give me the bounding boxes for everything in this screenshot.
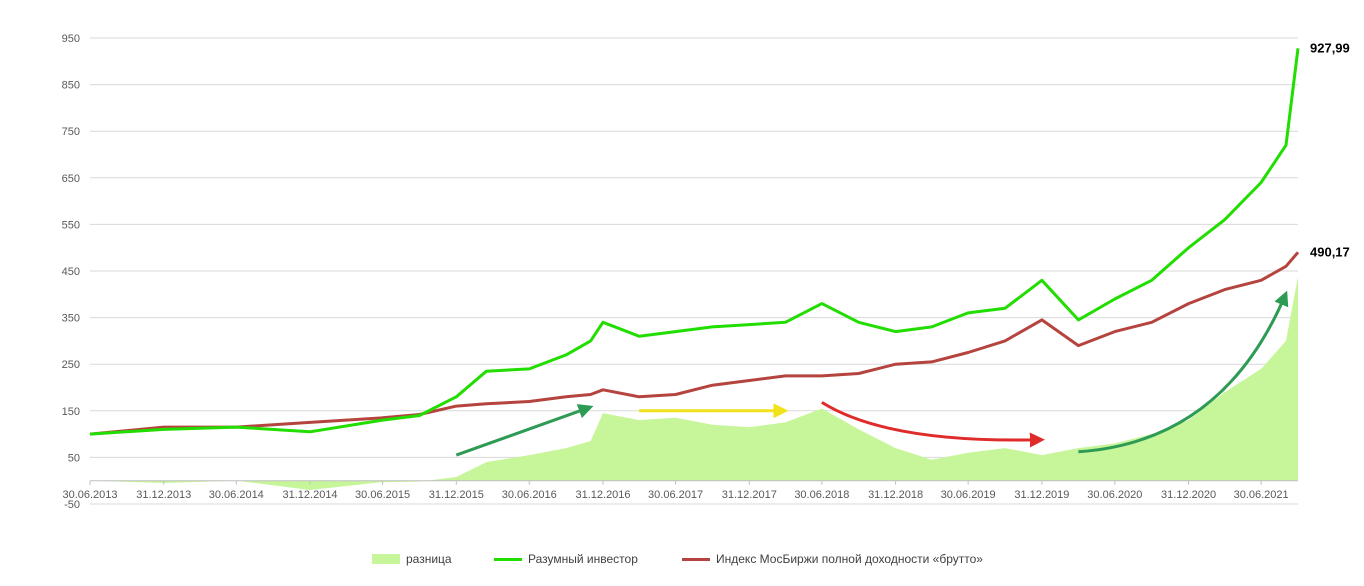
x-tick-label: 31.12.2019 — [1014, 489, 1069, 501]
series-lines — [89, 48, 1300, 436]
x-tick-label: 31.12.2020 — [1161, 489, 1216, 501]
legend-item-difference: разница — [372, 552, 452, 566]
y-tick-label: 950 — [62, 33, 80, 45]
x-tick-label: 30.06.2016 — [502, 489, 557, 501]
index-line — [89, 251, 1300, 436]
index-end-label: 490,17 — [1310, 244, 1350, 259]
x-tick-label: 31.12.2017 — [722, 489, 777, 501]
trend-arrows — [455, 290, 1289, 457]
x-tick-label: 30.06.2017 — [648, 489, 703, 501]
trend-arrow — [821, 401, 1045, 448]
x-tick-label: 31.12.2016 — [575, 489, 630, 501]
y-tick-label: -50 — [64, 499, 80, 511]
x-tick-label: 30.06.2014 — [209, 489, 264, 501]
y-tick-label: 50 — [68, 452, 80, 464]
x-tick-label: 31.12.2015 — [429, 489, 484, 501]
difference-area — [90, 276, 1298, 490]
investor-end-label: 927,99 — [1310, 40, 1350, 55]
end-labels: 927,99 490,17 — [1310, 40, 1350, 259]
difference-area-shape — [90, 276, 1298, 490]
y-tick-label: 850 — [62, 80, 80, 92]
x-tick-label: 30.06.2015 — [355, 489, 410, 501]
x-tick-label: 30.06.2013 — [62, 489, 117, 501]
chart-axes: 95085075065055045035025015050-5030.06.20… — [62, 33, 1298, 511]
legend-label-index: Индекс МосБиржи полной доходности «брутт… — [716, 552, 983, 566]
y-tick-label: 250 — [62, 359, 80, 371]
chart-legend: разница Разумный инвестор Индекс МосБирж… — [0, 552, 1364, 578]
legend-item-index: Индекс МосБиржи полной доходности «брутт… — [682, 552, 983, 566]
x-tick-label: 30.06.2019 — [941, 489, 996, 501]
y-tick-label: 550 — [62, 219, 80, 231]
investor-line — [89, 48, 1300, 436]
y-tick-label: 750 — [62, 126, 80, 138]
y-tick-label: 350 — [62, 313, 80, 325]
legend-swatch-difference — [372, 554, 400, 564]
y-tick-label: 150 — [62, 406, 80, 418]
legend-swatch-index — [682, 557, 710, 561]
y-tick-label: 450 — [62, 266, 80, 278]
y-tick-label: 650 — [62, 173, 80, 185]
legend-swatch-investor — [494, 557, 522, 561]
x-tick-label: 30.06.2020 — [1087, 489, 1142, 501]
x-tick-label: 31.12.2014 — [283, 489, 338, 501]
x-tick-label: 30.06.2018 — [794, 489, 849, 501]
trend-arrow — [1078, 290, 1289, 454]
x-tick-label: 31.12.2018 — [868, 489, 923, 501]
x-tick-label: 30.06.2021 — [1234, 489, 1289, 501]
legend-label-difference: разница — [406, 552, 452, 566]
legend-item-investor: Разумный инвестор — [494, 552, 638, 566]
legend-label-investor: Разумный инвестор — [528, 552, 638, 566]
trend-arrow — [455, 404, 594, 457]
x-tick-label: 31.12.2013 — [136, 489, 191, 501]
